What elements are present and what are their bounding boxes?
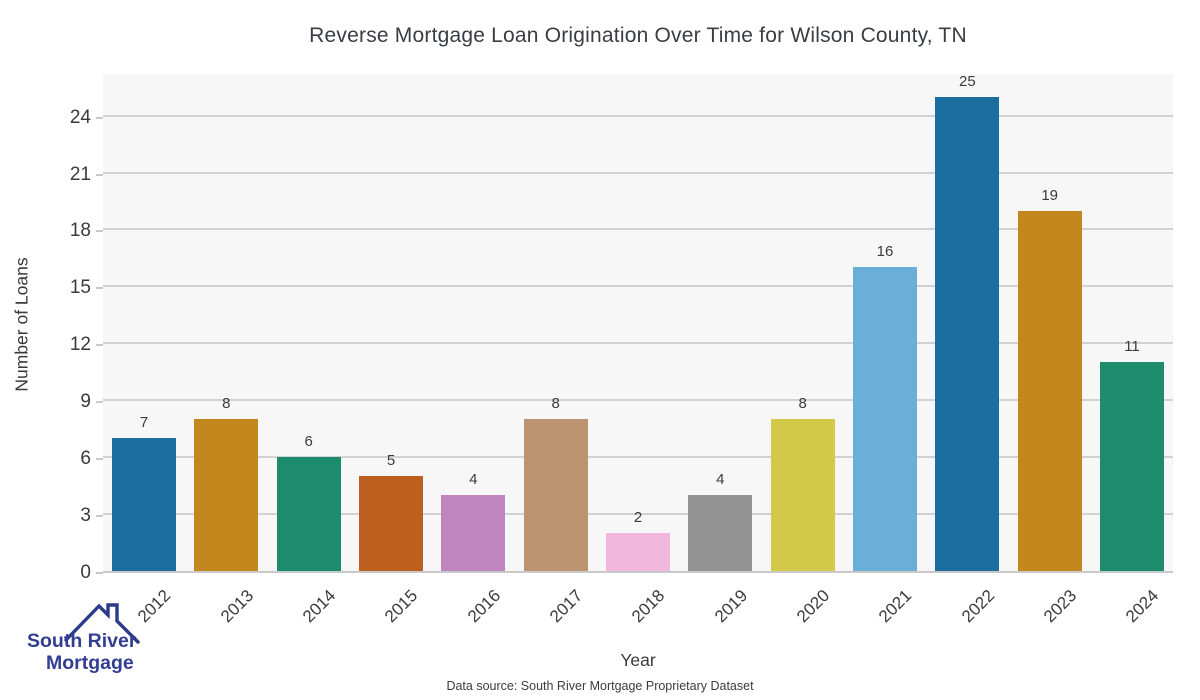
y-tick-label-0: 0	[80, 562, 91, 583]
bar-2013	[194, 419, 259, 571]
gridline-y-6	[103, 456, 1173, 459]
bar-2023	[1017, 210, 1082, 571]
x-tick-label-2017: 2017	[545, 586, 587, 627]
bar-2019	[688, 495, 753, 571]
bar-value-label-2014: 6	[304, 433, 313, 451]
plot-area: 7 8 6 5 4 8 2 4 8 16 25 19 11	[103, 72, 1173, 573]
x-tick-label-2018: 2018	[628, 586, 669, 627]
bar-2016	[441, 495, 506, 571]
house-roof-icon	[64, 603, 140, 644]
gridline-y-21	[103, 171, 1173, 174]
bar-2022	[935, 96, 1000, 571]
y-tick-label-12: 12	[69, 334, 91, 356]
bar-value-label-2021: 16	[876, 243, 894, 261]
bar-2020	[770, 419, 835, 571]
bar-2014	[276, 457, 341, 571]
x-tick-label-2022: 2022	[957, 586, 998, 627]
bar-value-label-2012: 7	[139, 414, 149, 432]
bar-2021	[852, 267, 917, 571]
bar-2012	[112, 438, 176, 571]
y-axis-title: Number of Loans	[11, 257, 32, 392]
bar-2017	[523, 419, 588, 571]
y-tick-label-6: 6	[80, 448, 91, 470]
bar-value-label-2020: 8	[798, 395, 807, 413]
bar-value-label-2016: 4	[469, 471, 478, 489]
y-tick-mark-3	[96, 515, 103, 518]
gridline-y-9	[103, 399, 1173, 402]
gridline-y-24	[103, 114, 1173, 117]
y-tick-label-21: 21	[69, 163, 91, 185]
logo-line2: Mortgage	[46, 652, 134, 674]
bar-value-label-2022: 25	[958, 72, 976, 90]
south-river-mortgage-logo: South River Mortgage	[10, 597, 190, 692]
y-tick-mark-12	[96, 344, 103, 347]
bar-value-label-2013: 8	[222, 395, 231, 413]
bar-value-label-2019: 4	[716, 471, 725, 489]
x-tick-label-2014: 2014	[298, 586, 340, 627]
x-tick-label-2019: 2019	[710, 586, 751, 627]
bar-value-label-2018: 2	[633, 509, 643, 527]
y-tick-label-3: 3	[80, 505, 91, 527]
x-tick-label-2013: 2013	[216, 586, 257, 627]
y-tick-mark-24	[96, 116, 103, 119]
logo-line1: South River	[27, 630, 137, 652]
bar-value-label-2015: 5	[386, 452, 396, 470]
y-tick-label-24: 24	[69, 106, 91, 128]
x-tick-label-2021: 2021	[875, 586, 916, 627]
x-tick-label-2023: 2023	[1039, 586, 1081, 627]
y-tick-mark-18	[96, 230, 103, 233]
x-tick-label-2020: 2020	[792, 586, 834, 627]
x-tick-label-2024: 2024	[1122, 586, 1163, 627]
gridline-y-18	[103, 228, 1173, 231]
y-tick-label-18: 18	[69, 220, 91, 242]
x-axis-title: Year	[620, 650, 656, 670]
bar-2024	[1099, 362, 1164, 571]
x-tick-label-2015: 2015	[381, 586, 422, 627]
y-tick-mark-0	[96, 572, 103, 574]
x-tick-label-2016: 2016	[463, 586, 504, 627]
bar-2015	[358, 476, 423, 571]
bar-2018	[605, 533, 670, 571]
bar-value-label-2017: 8	[551, 395, 560, 413]
y-tick-mark-15	[96, 287, 103, 290]
y-tick-label-9: 9	[80, 391, 91, 413]
bar-value-label-2023: 19	[1041, 186, 1058, 204]
data-source-note: Data source: South River Mortgage Propri…	[446, 679, 754, 693]
chart-title: Reverse Mortgage Loan Origination Over T…	[309, 24, 967, 47]
gridline-y-15	[103, 285, 1173, 288]
y-tick-mark-9	[96, 401, 103, 404]
y-tick-mark-6	[96, 458, 103, 461]
y-tick-mark-21	[96, 173, 103, 176]
bar-value-label-2024: 11	[1124, 338, 1140, 356]
y-tick-label-15: 15	[69, 277, 91, 299]
gridline-y-12	[103, 342, 1173, 345]
gridline-y-3	[103, 513, 1173, 516]
